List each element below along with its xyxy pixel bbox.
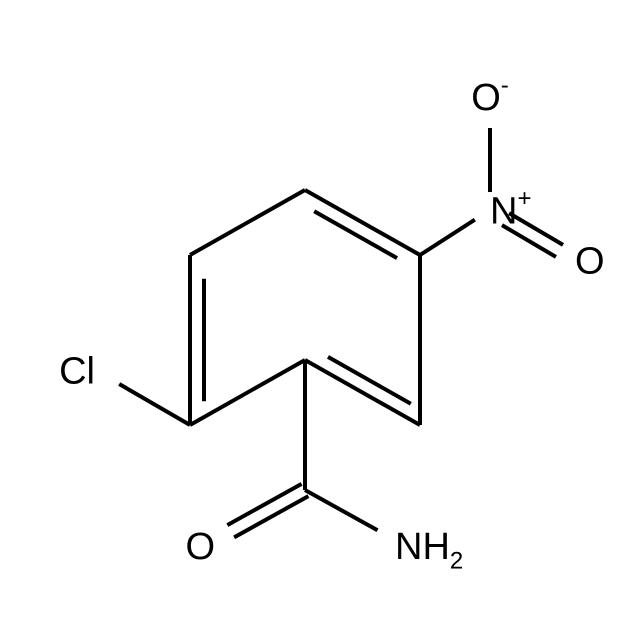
atom-label-O1: O <box>185 526 215 568</box>
atom-label-N2: N+ <box>490 185 531 232</box>
molecule-diagram: Cl O NH2 N+ O O- <box>0 0 629 640</box>
atom-label-N1: NH2 <box>395 526 463 575</box>
atom-label-O2: O <box>575 240 605 282</box>
atom-label-Cl: Cl <box>59 350 95 392</box>
atom-label-O3: O- <box>471 72 509 119</box>
